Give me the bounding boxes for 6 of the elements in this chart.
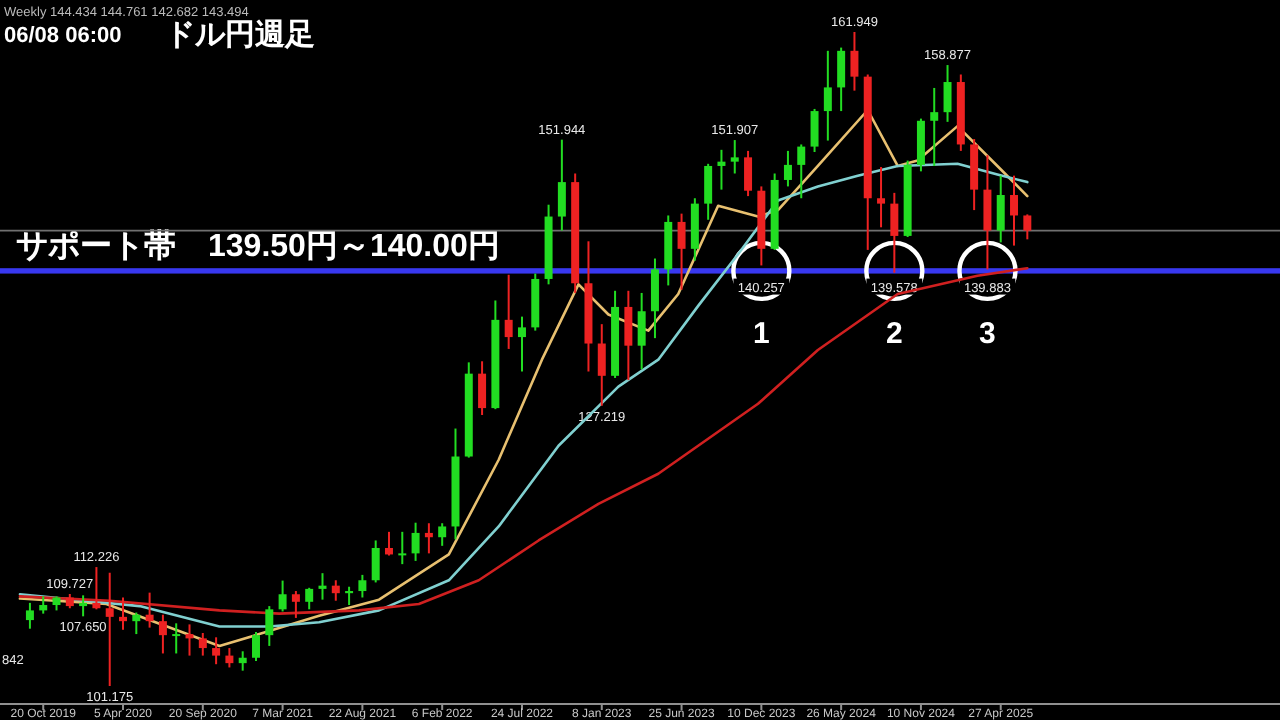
- annotation: 2: [885, 316, 903, 351]
- annotation: 3: [979, 316, 996, 351]
- annotation: 1: [753, 316, 770, 351]
- annotation: 06/08 06:00: [4, 24, 122, 48]
- band-label: サポート帯 139.50円～140.00円: [16, 228, 500, 265]
- chart-title: ドル円週足: [165, 18, 315, 52]
